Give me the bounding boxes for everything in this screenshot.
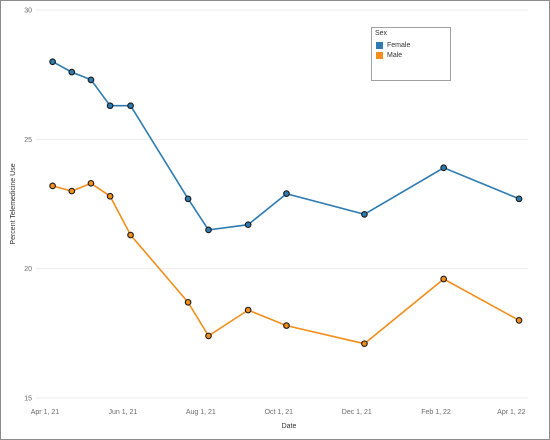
data-point-female[interactable] [68,68,76,76]
data-point-female[interactable] [87,76,95,84]
data-point-female[interactable] [361,210,368,218]
data-point-female[interactable] [106,102,114,110]
series-lines [52,60,520,345]
legend: Sex Female Male [371,27,451,81]
series-line-male [52,182,520,345]
data-point-female[interactable] [283,190,290,198]
data-point-male[interactable] [68,187,76,195]
x-axis-title: Date [282,423,297,430]
data-point-male[interactable] [127,231,134,239]
data-point-male[interactable] [87,179,95,187]
x-tick-label: Apr 1, 22 [497,409,526,416]
y-tick-label: 15 [24,396,32,403]
legend-label-male: Male [387,51,403,59]
data-point-female[interactable] [515,195,523,203]
legend-item-female[interactable]: Female [376,40,410,50]
legend-label-female: Female [387,41,411,49]
data-point-male[interactable] [106,192,114,200]
x-tick-label: Aug 1, 21 [186,409,216,416]
data-point-male[interactable] [49,182,56,190]
y-tick-label: 20 [24,266,32,273]
x-tick-labels: Apr 1, 21 Jun 1, 21 Aug 1, 21 Oct 1, 21 Dec … [31,409,526,416]
data-point-male[interactable] [205,332,212,340]
y-axis-title: Percent Telemedicine Use [10,163,17,244]
data-point-female[interactable] [205,226,212,234]
y-tick-label: 30 [24,8,32,15]
data-point-male[interactable] [440,275,448,283]
legend-swatch-female [376,41,383,49]
data-point-female[interactable] [184,195,192,203]
data-point-male[interactable] [283,322,290,329]
legend-item-male[interactable]: Male [376,50,402,60]
legend-swatch-male [376,51,383,59]
data-point-male[interactable] [515,317,523,324]
data-point-male[interactable] [244,306,252,314]
data-point-female[interactable] [49,58,56,66]
x-tick-label: Apr 1, 21 [31,409,60,416]
y-tick-label: 25 [24,137,32,144]
x-tick-label: Feb 1, 22 [421,409,451,416]
x-tick-label: Jun 1, 21 [108,409,137,416]
series-points [49,58,523,348]
legend-title: Sex [375,30,388,37]
data-point-male[interactable] [184,298,192,306]
series-line-female [52,60,520,231]
y-tick-labels: 15 20 25 30 [24,8,32,403]
x-tick-label: Oct 1, 21 [265,409,294,416]
data-point-female[interactable] [127,102,134,110]
data-point-male[interactable] [361,340,368,348]
data-point-female[interactable] [440,164,448,172]
grid-lines [36,9,528,399]
data-point-female[interactable] [244,221,252,229]
x-tick-label: Dec 1, 21 [342,409,372,416]
